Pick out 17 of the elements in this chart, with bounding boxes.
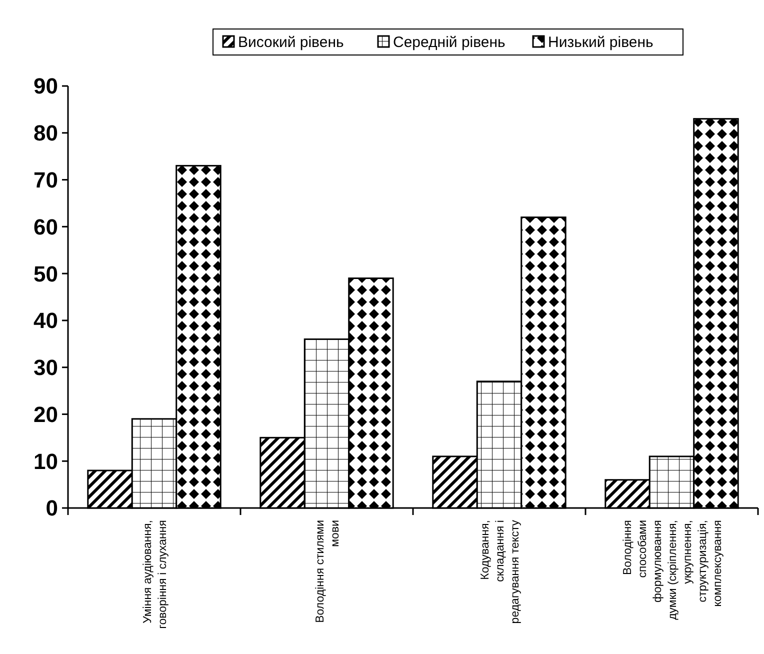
- y-tick-label: 60: [34, 214, 58, 240]
- legend-label: Високий рівень: [238, 34, 344, 51]
- legend-label: Середній рівень: [393, 34, 506, 51]
- y-tick-label: 80: [34, 120, 58, 146]
- y-tick-label: 10: [34, 448, 58, 474]
- x-tick-label: Володіння стилями мови: [314, 520, 342, 623]
- y-tick-label: 40: [34, 308, 58, 334]
- y-tick-label: 50: [34, 261, 58, 286]
- legend-label: Низький рівень: [548, 34, 654, 51]
- y-tick-label: 20: [34, 402, 58, 427]
- x-tick-label: Володіння способами формулювання думки (скріплення, укрупнення, структуризація, комплексування: [622, 520, 724, 620]
- y-tick-label: 30: [34, 355, 58, 380]
- y-tick-label: 90: [34, 74, 58, 99]
- y-tick-label: 70: [34, 167, 58, 192]
- y-tick-label: 0: [46, 496, 58, 521]
- x-tick-label: Уміння аудіювання, говоріння і слухання: [142, 520, 169, 629]
- x-tick-label: Кодування, складання і редагування тексту: [479, 520, 522, 624]
